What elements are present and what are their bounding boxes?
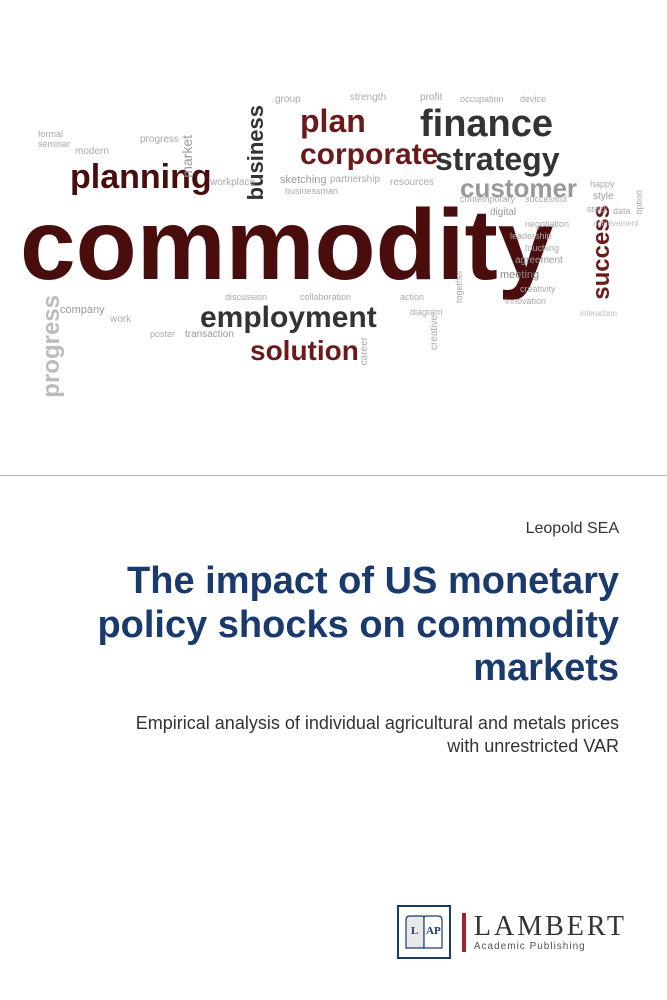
publisher-text: LAMBERT Academic Publishing xyxy=(462,913,627,952)
publisher-block: L AP LAMBERT Academic Publishing xyxy=(396,904,627,960)
wordcloud-word: achievement xyxy=(593,220,638,228)
wordcloud-word: together xyxy=(455,270,464,303)
wordcloud-word: work xyxy=(110,315,131,325)
wordcloud-word: leadership xyxy=(510,232,552,241)
wordcloud-word: seminar xyxy=(38,140,70,149)
wordcloud-word: occupation xyxy=(460,95,504,104)
wordcloud-word: solution xyxy=(250,337,359,365)
wordcloud-word: company xyxy=(60,305,105,316)
wordcloud-word: strategy xyxy=(435,143,560,175)
wordcloud-word: creativity xyxy=(520,285,556,294)
wordcloud-word: collaboration xyxy=(300,293,351,302)
wordcloud-word: stock xyxy=(587,205,608,214)
wordcloud-word: innovation xyxy=(505,297,546,306)
wordcloud-word: creative xyxy=(430,315,440,350)
publisher-subline: Academic Publishing xyxy=(474,941,627,952)
wordcloud-word: interaction xyxy=(580,310,617,318)
wordcloud-word: touching xyxy=(525,244,559,253)
wordcloud-word: businessman xyxy=(285,187,338,196)
wordcloud-word: workplace xyxy=(210,178,255,188)
publisher-name: LAMBERT xyxy=(474,913,627,941)
wordcloud-word: transaction xyxy=(185,330,234,340)
wordcloud-word: career xyxy=(360,337,370,365)
wordcloud-word: sketching xyxy=(280,175,326,186)
wordcloud-word: digital xyxy=(490,208,516,218)
wordcloud-word: partnership xyxy=(330,175,380,185)
wordcloud-word: action xyxy=(400,293,424,302)
wordcloud-word: discussion xyxy=(225,293,267,302)
wordcloud-word: style xyxy=(593,192,614,202)
wordcloud-word: plan xyxy=(300,105,366,137)
wordcloud-word: corporate xyxy=(300,140,438,170)
wordcloud-word: finance xyxy=(420,105,553,143)
wordcloud-word: option xyxy=(635,190,644,215)
wordcloud-word: data xyxy=(613,207,631,216)
wordcloud-word: device xyxy=(520,95,546,104)
divider-line xyxy=(0,475,667,476)
book-cover: commodityfinanceplanningplancorporatestr… xyxy=(0,0,667,1000)
wordcloud-word: formal xyxy=(38,130,63,139)
wordcloud-word: poster xyxy=(150,330,175,339)
wordcloud-word: resources xyxy=(390,178,434,188)
wordcloud-word: market xyxy=(180,135,194,178)
author-name: Leopold SEA xyxy=(526,520,619,538)
wordcloud-word: happy xyxy=(590,180,615,189)
svg-text:AP: AP xyxy=(426,925,441,937)
wordcloud-word: profit xyxy=(420,93,442,103)
wordcloud-word: group xyxy=(275,95,301,105)
book-subtitle: Empirical analysis of individual agricul… xyxy=(120,712,619,759)
wordcloud-word: contemporary xyxy=(460,195,515,204)
wordcloud-word: agreement xyxy=(515,256,563,266)
logo-text: L xyxy=(411,925,418,937)
wordcloud-word: commodity xyxy=(20,195,553,295)
wordcloud-word: modern xyxy=(75,147,109,157)
publisher-logo-icon: L AP xyxy=(396,904,452,960)
wordcloud-word: strength xyxy=(350,93,386,103)
wordcloud-word: progress xyxy=(140,135,179,145)
wordcloud-word: successful xyxy=(525,195,567,204)
book-title: The impact of US monetary policy shocks … xyxy=(48,560,619,691)
wordcloud-word: meeting xyxy=(500,270,539,281)
wordcloud-word: negotiation xyxy=(525,220,569,229)
wordcloud: commodityfinanceplanningplancorporatestr… xyxy=(30,75,637,435)
